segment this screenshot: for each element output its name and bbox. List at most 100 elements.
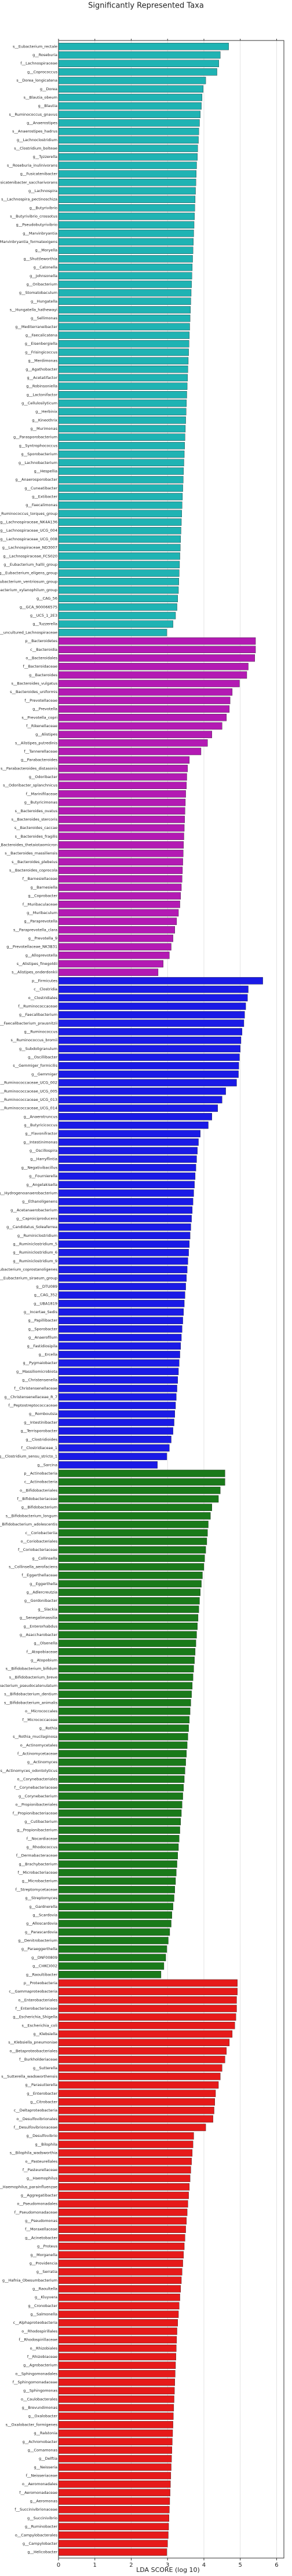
bar (58, 960, 163, 968)
taxon-label: s__Bifidobacterium_breve (9, 1675, 57, 1679)
bar (58, 196, 196, 203)
bar (58, 230, 194, 237)
bar (58, 1571, 203, 1579)
bar (58, 442, 185, 449)
bar (58, 1852, 178, 1859)
taxon-label: g__Coprobacter (28, 894, 57, 898)
taxon-label: g__Eubacterium_ventriosum_group (0, 579, 57, 584)
taxon-label: s__Bifidobacterium_adolescentis (0, 1522, 58, 1527)
taxon-label: g__Christensenella (22, 1377, 57, 1382)
bar (58, 527, 181, 535)
taxon-label: g__Mediterraneibacter (15, 325, 57, 329)
bar (58, 2081, 219, 2089)
bar (58, 2472, 171, 2479)
taxon-label: f__Succinivibrionaceae (14, 2507, 57, 2512)
bar (58, 798, 186, 806)
bar (58, 110, 200, 119)
bar (58, 1079, 237, 1086)
bar (58, 629, 167, 636)
taxon-label: g__Stomatobaculum (19, 290, 57, 295)
bar (58, 1257, 188, 1265)
bar (58, 1919, 171, 1928)
taxon-label: g__Harryflintia (30, 1157, 57, 1162)
taxon-label: g__Collinsella (32, 1556, 57, 1561)
bar (58, 824, 185, 832)
bar (58, 2387, 175, 2394)
taxon-label: o__Aeromonadales (22, 2482, 58, 2486)
bar (58, 76, 206, 84)
bar (58, 2455, 172, 2463)
taxon-label: g__Ruminococcaceae_UCG_005 (0, 1089, 57, 1093)
bar (58, 1266, 188, 1273)
bar (58, 569, 180, 577)
taxon-label: f__Rikenellaceae (26, 724, 57, 728)
taxon-label: g__Agrobacterium (23, 2363, 57, 2368)
taxon-label: g__Brevundimonas (22, 2405, 58, 2410)
bar (58, 2345, 177, 2352)
bar (58, 1674, 194, 1681)
bar (58, 832, 184, 841)
taxon-label: g__Adlercreutzia (27, 1590, 57, 1595)
taxon-label: g__Bifidobacterium (21, 1505, 57, 1510)
bar (58, 2514, 169, 2522)
bar (58, 2124, 206, 2131)
bar (58, 340, 189, 348)
bar (58, 60, 219, 67)
taxon-label: s__Marvinbryantia_formatexigens (0, 239, 58, 244)
bar (58, 1461, 158, 1469)
taxon-label: g__Hespellia (34, 469, 57, 473)
bar (58, 1215, 192, 1222)
bar (58, 484, 183, 492)
bar (58, 1775, 185, 1783)
taxon-label: g__Pseudobutyrivibrio (16, 223, 57, 227)
bar (58, 1520, 209, 1528)
bar (58, 1036, 242, 1044)
taxon-label: g__Dorea (40, 87, 57, 91)
bar (58, 1623, 198, 1630)
taxon-label: s__Bacteroides_vulgatus (12, 681, 58, 686)
bar (58, 1147, 198, 1155)
x-tick-label: 0 (57, 2562, 60, 2568)
taxon-label: g__DNF00809 (31, 1955, 57, 1960)
bar (58, 136, 199, 144)
taxon-label: f__Micrococcaceae (22, 1718, 57, 1722)
taxon-label: g__Eubacterium_xylanophilum_group (0, 588, 57, 592)
taxon-label: g__Robinsoniella (26, 384, 57, 389)
taxon-label: g__Succinivibrio (27, 2516, 57, 2520)
bar (58, 1538, 207, 1545)
bar (58, 1104, 218, 1112)
bar (58, 1784, 184, 1792)
bar (58, 1529, 208, 1536)
bar (58, 425, 186, 433)
x-tick-label: 3 (166, 2562, 169, 2568)
bar (58, 161, 197, 169)
bar (58, 1164, 196, 1171)
taxon-label: g__Flavonifractor (25, 1132, 57, 1136)
taxon-label: g__Kluyvera (35, 2295, 57, 2299)
bar (58, 782, 187, 789)
bar (58, 1384, 177, 1392)
x-tick-label: 1 (93, 2562, 97, 2568)
taxon-label: g__Tuzzerella (32, 622, 57, 627)
taxon-label: g__Neisseria (34, 2465, 57, 2470)
bar (58, 2175, 191, 2182)
taxon-label: c__Alphaproteobacteria (13, 2320, 57, 2325)
bar (58, 2191, 189, 2199)
taxon-label: s__Bacteroides_stercoris (12, 817, 58, 821)
bar (58, 1469, 225, 1477)
taxon-label: g__Bacteroides (29, 673, 58, 677)
taxon-label: g__Sarcina (37, 1462, 57, 1467)
taxon-label: p__Proteobacteria (24, 1981, 57, 1985)
taxon-label: g__Romboutsia (29, 1412, 57, 1416)
taxon-label: g__Anaerotruncus (24, 1114, 58, 1119)
taxon-label: g__Ruminiclostridium_9 (13, 1259, 57, 1263)
bar (58, 221, 195, 229)
bar (58, 281, 192, 288)
taxon-label: g__Lactonifactor (27, 392, 58, 397)
bar (58, 2523, 169, 2530)
bar (58, 1911, 172, 1919)
bar (58, 2438, 173, 2446)
bar (58, 1639, 196, 1647)
taxon-label: g__Hungatella (31, 299, 57, 304)
